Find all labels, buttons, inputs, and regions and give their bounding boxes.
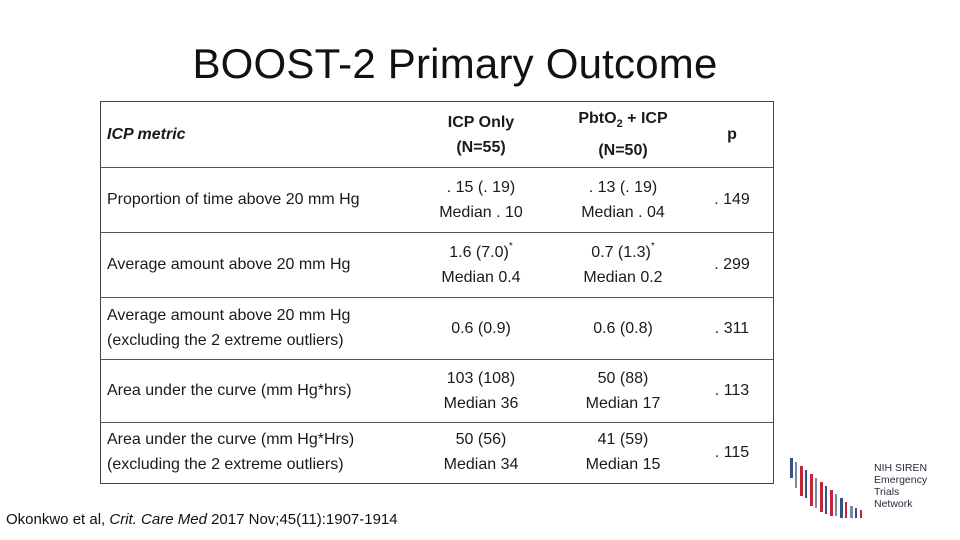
row-metric: Area under the curve (mm Hg*Hrs) (exclud…	[107, 431, 355, 473]
row-p-value: . 311	[714, 319, 750, 337]
table-row: Proportion of time above 20 mm Hg . 15 (…	[101, 167, 773, 233]
row-pbto2-value: 41 (59) Median 15	[585, 431, 661, 473]
citation: Okonkwo et al, Crit. Care Med 2017 Nov;4…	[6, 511, 398, 528]
row-pbto2-value: 0.7 (1.3)* Median 0.2	[583, 240, 663, 286]
outcome-table: ICP metric ICP Only (N=55) PbtO2 + ICP (…	[100, 101, 774, 484]
header-icp-metric: ICP metric	[107, 126, 186, 143]
row-icp-value: 50 (56) Median 34	[443, 431, 519, 473]
row-icp-value: 103 (108) Median 36	[443, 369, 519, 412]
header-p: p	[727, 126, 737, 143]
logo-bars	[790, 458, 862, 518]
significance-marker: *	[508, 240, 513, 252]
row-p-value: . 149	[714, 191, 750, 208]
slide-title: BOOST-2 Primary Outcome	[192, 40, 718, 87]
row-metric: Average amount above 20 mm Hg (excluding…	[107, 307, 351, 349]
row-icp-value: . 15 (. 19) Median . 10	[439, 178, 523, 221]
row-metric: Area under the curve (mm Hg*hrs)	[107, 382, 352, 399]
row-pbto2-value: 0.6 (0.8)	[593, 319, 653, 337]
row-metric: Average amount above 20 mm Hg	[107, 256, 351, 273]
row-icp-value: 0.6 (0.9)	[451, 319, 511, 337]
table-header-row: ICP metric ICP Only (N=55) PbtO2 + ICP (…	[101, 102, 773, 168]
table-row: Area under the curve (mm Hg*hrs) 103 (10…	[101, 359, 773, 423]
row-pbto2-value: 50 (88) Median 17	[585, 369, 661, 412]
row-p-value: . 299	[714, 256, 750, 273]
header-icp-only: ICP Only (N=55)	[447, 113, 515, 156]
significance-marker: *	[650, 240, 655, 252]
row-icp-value: 1.6 (7.0)* Median 0.4	[441, 240, 521, 286]
table-row: Average amount above 20 mm Hg (excluding…	[101, 297, 773, 360]
table-row: Average amount above 20 mm Hg 1.6 (7.0)*…	[101, 232, 773, 298]
row-pbto2-value: . 13 (. 19) Median . 04	[581, 178, 665, 221]
nih-siren-logo-icon	[790, 458, 862, 518]
row-metric: Proportion of time above 20 mm Hg	[107, 191, 360, 208]
table-row: Area under the curve (mm Hg*Hrs) (exclud…	[101, 422, 773, 482]
row-p-value: . 115	[714, 443, 750, 461]
header-pbto2-icp: PbtO2 + ICP (N=50)	[578, 110, 668, 159]
row-p-value: . 113	[714, 382, 750, 399]
logo-text: NIH SIREN Emergency Trials Network	[874, 462, 928, 510]
